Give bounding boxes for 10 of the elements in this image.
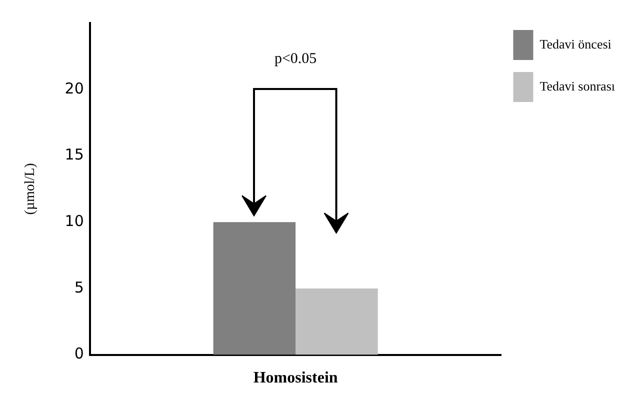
legend-label: Tedavi öncesi bbox=[540, 36, 612, 52]
annotation: p<0.05 bbox=[274, 51, 317, 67]
y-tick-label: 5 bbox=[74, 278, 84, 296]
y-tick-label: 0 bbox=[74, 344, 84, 363]
x-tick-label: Homosistein bbox=[253, 370, 338, 387]
y-axis-title: (µmol/L) bbox=[23, 162, 38, 215]
y-tick-label: 20 bbox=[64, 79, 84, 98]
y-tick-label: 15 bbox=[64, 146, 84, 164]
legend-label: Tedavi sonrası bbox=[540, 78, 616, 94]
y-tick-label: 10 bbox=[64, 212, 84, 230]
